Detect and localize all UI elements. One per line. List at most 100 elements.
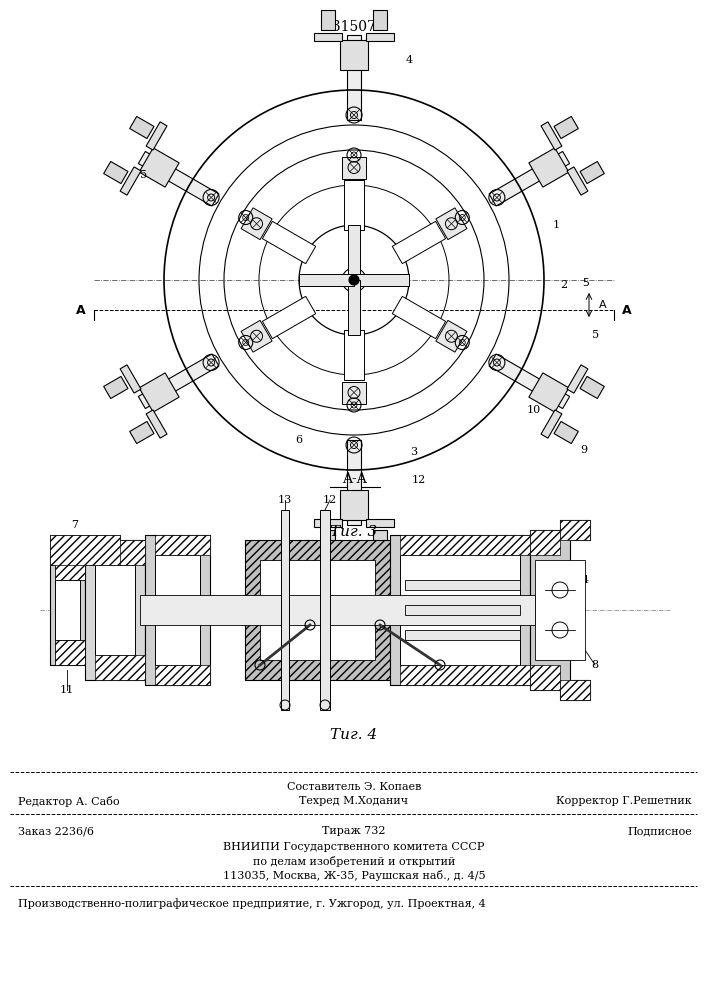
Polygon shape bbox=[104, 376, 128, 399]
Text: 13: 13 bbox=[278, 495, 292, 505]
Polygon shape bbox=[344, 180, 364, 230]
Polygon shape bbox=[342, 156, 366, 178]
Text: 9: 9 bbox=[69, 595, 76, 605]
Polygon shape bbox=[321, 10, 335, 30]
Text: 12: 12 bbox=[412, 475, 426, 485]
Text: 4: 4 bbox=[405, 55, 413, 65]
Bar bbox=[405, 580, 520, 590]
Polygon shape bbox=[262, 296, 316, 339]
Polygon shape bbox=[241, 320, 272, 352]
Text: Τиг. 4: Τиг. 4 bbox=[330, 728, 378, 742]
Text: по делам изобретений и открытий: по делам изобретений и открытий bbox=[253, 856, 455, 867]
Text: Производственно-полиграфическое предприятие, г. Ужгород, ул. Проектная, 4: Производственно-полиграфическое предприя… bbox=[18, 898, 486, 909]
Polygon shape bbox=[348, 280, 360, 335]
Polygon shape bbox=[530, 665, 560, 690]
Polygon shape bbox=[348, 225, 360, 280]
Polygon shape bbox=[146, 410, 167, 438]
Bar bbox=[95, 565, 135, 655]
Polygon shape bbox=[392, 221, 445, 264]
Text: Тираж 732: Тираж 732 bbox=[322, 826, 386, 836]
Polygon shape bbox=[560, 680, 590, 700]
Polygon shape bbox=[50, 555, 85, 580]
Polygon shape bbox=[489, 151, 570, 206]
Polygon shape bbox=[392, 296, 445, 339]
Polygon shape bbox=[120, 167, 141, 195]
Polygon shape bbox=[567, 365, 588, 393]
Polygon shape bbox=[241, 208, 272, 240]
Polygon shape bbox=[541, 410, 562, 438]
Polygon shape bbox=[366, 33, 394, 41]
Polygon shape bbox=[262, 221, 316, 264]
Text: Техред М.Ходанич: Техред М.Ходанич bbox=[300, 796, 409, 806]
Bar bbox=[535, 560, 585, 660]
Bar bbox=[260, 560, 375, 660]
Bar bbox=[281, 510, 289, 710]
Polygon shape bbox=[129, 421, 154, 444]
Bar bbox=[320, 510, 330, 710]
Polygon shape bbox=[529, 373, 569, 412]
Text: 7: 7 bbox=[71, 520, 78, 530]
Polygon shape bbox=[530, 530, 560, 555]
Polygon shape bbox=[347, 440, 361, 525]
Text: 5: 5 bbox=[141, 170, 148, 180]
Bar bbox=[405, 605, 520, 615]
Bar bbox=[140, 595, 535, 625]
Bar bbox=[85, 540, 145, 680]
Text: Заказ 2236/6: Заказ 2236/6 bbox=[18, 826, 94, 836]
Polygon shape bbox=[139, 354, 219, 409]
Polygon shape bbox=[120, 365, 141, 393]
Polygon shape bbox=[560, 520, 590, 540]
Bar bbox=[400, 555, 520, 665]
Polygon shape bbox=[104, 161, 128, 184]
Text: 113035, Москва, Ж-35, Раушская наб., д. 4/5: 113035, Москва, Ж-35, Раушская наб., д. … bbox=[223, 870, 485, 881]
Text: 3: 3 bbox=[411, 447, 418, 457]
Polygon shape bbox=[373, 530, 387, 550]
Text: 12: 12 bbox=[323, 495, 337, 505]
Polygon shape bbox=[50, 640, 85, 665]
Text: 1: 1 bbox=[552, 220, 559, 230]
Bar bbox=[55, 580, 80, 640]
Polygon shape bbox=[436, 208, 467, 240]
Polygon shape bbox=[139, 373, 179, 412]
Polygon shape bbox=[554, 421, 578, 444]
Text: 9: 9 bbox=[580, 445, 588, 455]
Text: A-A: A-A bbox=[341, 472, 366, 486]
Polygon shape bbox=[530, 520, 590, 700]
Polygon shape bbox=[321, 530, 335, 550]
Text: 11: 11 bbox=[60, 685, 74, 695]
Polygon shape bbox=[342, 381, 366, 403]
Text: 5: 5 bbox=[583, 278, 590, 288]
Polygon shape bbox=[390, 665, 530, 685]
Polygon shape bbox=[390, 535, 530, 555]
Polygon shape bbox=[554, 116, 578, 139]
Text: A: A bbox=[76, 304, 86, 316]
Polygon shape bbox=[489, 354, 570, 409]
Text: A: A bbox=[599, 300, 607, 310]
Circle shape bbox=[349, 275, 359, 285]
Polygon shape bbox=[145, 535, 210, 555]
Bar bbox=[405, 630, 520, 640]
Polygon shape bbox=[373, 10, 387, 30]
Bar bbox=[145, 535, 210, 685]
Text: Подписное: Подписное bbox=[627, 826, 692, 836]
Polygon shape bbox=[529, 148, 569, 187]
Polygon shape bbox=[85, 655, 145, 680]
Text: Составитель Э. Копаев: Составитель Э. Копаев bbox=[287, 782, 421, 792]
Bar bbox=[155, 555, 200, 665]
Polygon shape bbox=[541, 122, 562, 150]
Bar bbox=[50, 535, 120, 565]
Text: 1315074: 1315074 bbox=[323, 20, 385, 34]
Polygon shape bbox=[299, 274, 354, 286]
Polygon shape bbox=[139, 151, 219, 206]
Text: Корректор Г.Решетник: Корректор Г.Решетник bbox=[556, 796, 692, 806]
Polygon shape bbox=[436, 320, 467, 352]
Polygon shape bbox=[146, 122, 167, 150]
Text: 10: 10 bbox=[527, 405, 541, 415]
Text: Редактор А. Сабо: Редактор А. Сабо bbox=[18, 796, 119, 807]
Text: 6: 6 bbox=[296, 435, 303, 445]
Text: ВНИИПИ Государственного комитета СССР: ВНИИПИ Государственного комитета СССР bbox=[223, 842, 485, 852]
Polygon shape bbox=[314, 33, 342, 41]
Polygon shape bbox=[354, 274, 409, 286]
Text: 5: 5 bbox=[592, 330, 600, 340]
Text: 2: 2 bbox=[561, 280, 568, 290]
